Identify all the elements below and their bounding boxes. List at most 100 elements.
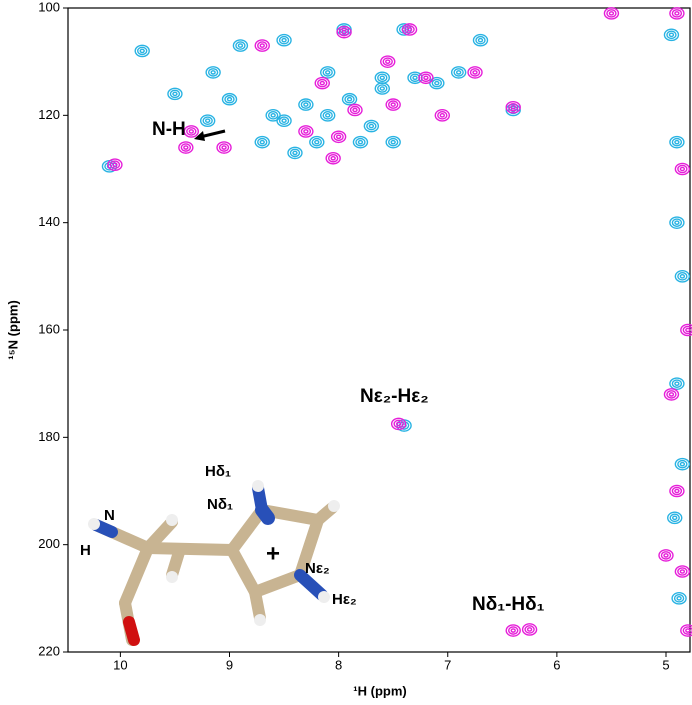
peak-contour	[453, 68, 464, 77]
peak-contour	[254, 135, 270, 149]
peak-contour	[669, 377, 685, 390]
peak-contour	[679, 461, 686, 467]
x-tick-label: 7	[444, 657, 451, 672]
peak-contour	[434, 80, 440, 86]
peak	[336, 25, 352, 39]
peak-contour	[608, 11, 615, 16]
molecule-label: Nε₂	[305, 560, 330, 577]
peak-contour	[298, 98, 314, 111]
peak-contour	[267, 111, 279, 120]
peak-contour	[300, 127, 312, 136]
peak-contour	[663, 388, 680, 401]
peak	[352, 135, 369, 149]
peak	[320, 109, 336, 122]
y-tick-label: 160	[38, 321, 60, 336]
peak-contour	[232, 39, 249, 52]
atom-h	[328, 500, 340, 512]
peak-contour	[390, 139, 396, 145]
peak	[669, 7, 685, 20]
peak-contour	[137, 46, 148, 56]
peak-contour	[289, 148, 301, 158]
peak-contour	[679, 274, 686, 279]
peak-contour	[450, 66, 467, 79]
peak-contour	[521, 623, 538, 636]
peak-contour	[409, 73, 421, 83]
peak-contour	[107, 158, 123, 172]
peak-contour	[352, 135, 369, 149]
peak-contour	[300, 100, 312, 109]
peak-contour	[319, 80, 325, 86]
peak-contour	[526, 627, 533, 632]
peak	[680, 624, 692, 637]
peak	[276, 114, 292, 127]
peak-contour	[366, 121, 377, 131]
peak-contour	[325, 113, 331, 118]
peak	[505, 100, 521, 114]
molecule-label: Nδ₁	[207, 496, 233, 513]
peak	[669, 216, 685, 229]
peak	[385, 135, 401, 149]
peak-contour	[469, 68, 481, 77]
peak	[385, 98, 401, 111]
peak-contour	[677, 459, 688, 469]
peak-contour	[221, 92, 238, 106]
annotation: N-H	[152, 119, 186, 140]
peak-contour	[666, 30, 677, 40]
peak-contour	[380, 55, 396, 68]
peak-contour	[322, 111, 333, 120]
peak-contour	[257, 41, 268, 50]
peak	[429, 76, 445, 90]
molecule-label: +	[266, 540, 280, 567]
peak-contour	[309, 135, 325, 149]
atom-h	[318, 591, 330, 603]
annotation-arrow	[199, 129, 226, 139]
peak-contour	[204, 118, 211, 123]
bond	[119, 542, 154, 609]
peak-contour	[237, 43, 244, 48]
peak-contour	[363, 119, 380, 133]
peak-contour	[377, 73, 388, 83]
peak-contour	[341, 29, 347, 35]
peak-contour	[434, 109, 450, 122]
peak	[309, 135, 325, 149]
peak	[434, 109, 450, 122]
peak-contour	[668, 32, 675, 38]
peak-contour	[475, 35, 486, 45]
peak-contour	[278, 116, 290, 125]
peak-contour	[139, 48, 145, 54]
peak-contour	[270, 113, 276, 118]
peak-contour	[406, 27, 413, 32]
molecule-label: Hε₂	[332, 591, 357, 608]
peak-contour	[167, 87, 183, 101]
peak-contour	[673, 594, 685, 603]
peak-contour	[671, 218, 683, 227]
molecule-label: N	[104, 507, 115, 524]
peak	[363, 119, 380, 133]
peak	[450, 66, 467, 79]
peak-contour	[669, 7, 685, 20]
peak-contour	[322, 68, 333, 77]
peak-contour	[606, 9, 617, 18]
peak-contour	[671, 137, 683, 147]
peak	[107, 158, 123, 172]
peak-contour	[385, 98, 401, 111]
x-tick-label: 6	[553, 657, 560, 672]
peak-contour	[467, 66, 483, 79]
peak-contour	[303, 102, 309, 107]
peak-contour	[658, 549, 674, 562]
peak-contour	[455, 70, 462, 75]
peak-contour	[344, 94, 355, 104]
plot-frame	[67, 7, 691, 653]
peak-contour	[510, 104, 516, 110]
peak-contour	[112, 162, 118, 168]
peak-contour	[404, 25, 415, 34]
peak	[667, 511, 683, 525]
peak	[347, 103, 363, 117]
peak-contour	[202, 116, 213, 125]
peak-contour	[677, 567, 688, 576]
peak-contour	[281, 37, 287, 43]
peak-contour	[265, 109, 281, 122]
peak-contour	[320, 109, 336, 122]
bond	[294, 569, 328, 601]
y-tick-label: 220	[38, 643, 60, 658]
